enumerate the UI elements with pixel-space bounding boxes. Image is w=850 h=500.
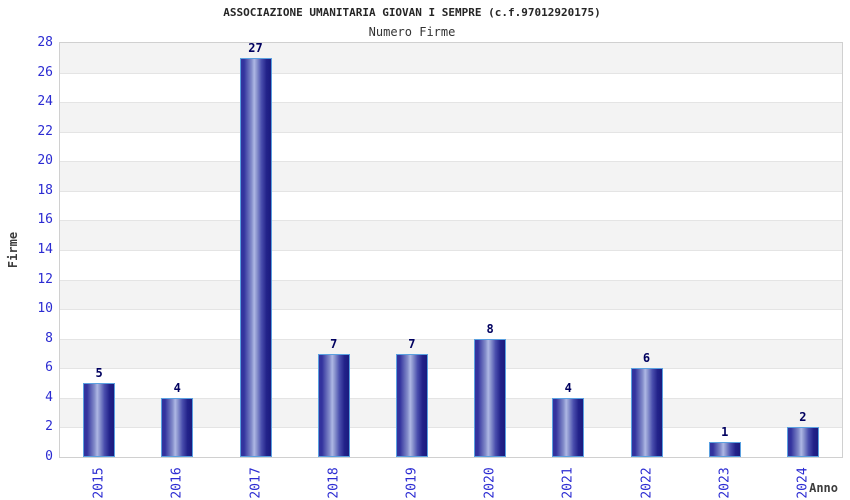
y-tick-label: 24 (37, 94, 53, 110)
grid-line (60, 72, 842, 74)
grid-line (60, 131, 842, 133)
y-tick-label: 14 (37, 242, 53, 257)
grid-line (60, 397, 842, 399)
y-tick-label: 12 (37, 271, 53, 287)
y-tick-label: 20 (37, 153, 53, 169)
grid-band (60, 220, 842, 250)
x-tick-label-2019: 2019 (404, 467, 420, 499)
grid-line (60, 338, 842, 340)
grid-band (60, 43, 842, 73)
y-tick-label: 4 (45, 389, 53, 405)
bar-2024 (786, 427, 819, 457)
y-tick-label: 28 (37, 35, 53, 50)
grid-band (60, 161, 842, 191)
bar-value-label: 1 (721, 425, 729, 440)
bar-2020 (474, 338, 507, 457)
bar-value-label: 7 (408, 336, 416, 351)
grid-line (60, 190, 842, 192)
y-tick-label: 18 (37, 182, 53, 198)
bar-value-label: 5 (95, 366, 103, 381)
y-tick-label: 0 (45, 449, 53, 464)
grid-band (60, 250, 842, 280)
x-axis-label: Anno (809, 481, 838, 495)
y-tick-label: 22 (37, 123, 53, 139)
grid-band (60, 131, 842, 162)
x-tick-label-2022: 2022 (639, 467, 654, 499)
bar-2017 (239, 57, 272, 457)
grid-line (60, 427, 842, 429)
bar-2018 (317, 353, 350, 457)
grid-band (60, 279, 842, 310)
grid-line (60, 250, 842, 251)
chart-subtitle: Numero Firme (368, 25, 456, 39)
x-tick-label-2018: 2018 (326, 467, 342, 499)
y-tick-label: 16 (37, 212, 53, 228)
grid-line (60, 102, 842, 104)
bar-2022 (630, 368, 663, 457)
grid-line (60, 368, 842, 370)
bar-value-label: 2 (799, 410, 807, 425)
bar-value-label: 27 (248, 40, 263, 55)
bar-2015 (83, 383, 116, 457)
x-tick-label-2020: 2020 (482, 467, 498, 499)
grid-band (60, 72, 842, 103)
x-tick-label-2021: 2021 (560, 467, 576, 499)
x-tick-label-2016: 2016 (169, 467, 185, 499)
bar-2021 (552, 397, 585, 457)
grid-band (60, 102, 842, 132)
grid-line (60, 279, 842, 281)
bar-value-label: 6 (642, 351, 651, 366)
bar-2016 (161, 397, 194, 457)
grid-line (60, 161, 842, 163)
bar-value-label: 7 (330, 336, 338, 351)
grid-band (60, 190, 842, 221)
plot-area: 5 4 27 7 7 8 4 6 1 2 (59, 40, 843, 458)
bar-value-label: 4 (564, 380, 572, 395)
x-tick-label-2017: 2017 (248, 467, 263, 499)
bar-2019 (395, 353, 428, 457)
chart-title: ASSOCIAZIONE UMANITARIA GIOVAN I SEMPRE … (223, 6, 601, 19)
bar-value-label: 8 (486, 321, 494, 336)
grid-band (60, 338, 842, 369)
y-tick-label: 6 (45, 360, 53, 376)
y-tick-label: 10 (37, 301, 53, 317)
grid-band (60, 368, 842, 398)
grid-line (60, 220, 842, 222)
x-tick-label-2015: 2015 (91, 467, 107, 499)
grid-band (60, 309, 842, 339)
grid-line (60, 309, 842, 311)
y-tick-label: 26 (37, 64, 53, 80)
x-tick-label-2024: 2024 (795, 467, 811, 499)
bar-value-label: 4 (173, 380, 181, 395)
y-tick-label: 8 (45, 330, 53, 346)
x-tick-label-2023: 2023 (717, 467, 733, 499)
bar-2023 (708, 442, 741, 457)
y-tick-label: 2 (45, 419, 53, 435)
